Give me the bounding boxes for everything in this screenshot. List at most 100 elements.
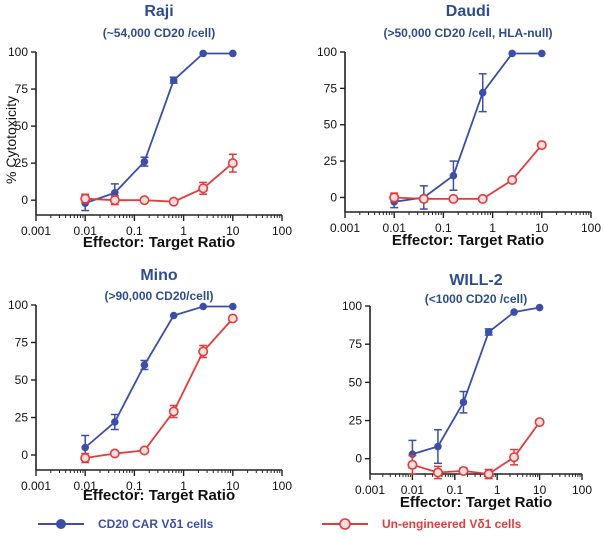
data-point-car-will2 (535, 303, 544, 312)
x-tick-label-mino: 100 (272, 479, 292, 493)
data-point-car-raji (199, 49, 207, 58)
legend-item-car: CD20 CAR Vδ1 cells (38, 517, 214, 531)
y-tick-label-will2: 50 (349, 375, 363, 389)
data-point-car-mino (81, 443, 89, 452)
y-tick-label-mino: 75 (15, 336, 29, 350)
data-point-uneng-daudi (448, 193, 459, 204)
data-point-car-will2 (459, 398, 468, 407)
data-point-uneng-will2 (407, 459, 418, 470)
chart-title-mino: Mino (140, 267, 178, 284)
y-axis-label: % Cytotoxicity (3, 96, 19, 184)
legend-car-marker (56, 519, 66, 529)
chart-subtitle-raji: (~54,000 CD20 /cell) (103, 26, 215, 40)
data-point-uneng-daudi (389, 192, 400, 203)
data-point-car-daudi (449, 171, 458, 180)
x-tick-label-will2: 10 (533, 483, 547, 497)
x-tick-label-mino: 0.01 (74, 479, 98, 493)
x-tick-label-daudi: 1 (489, 221, 496, 235)
x-tick-label-raji: 0.001 (21, 224, 51, 238)
chart-subtitle-will2: (<1000 CD20 /cell) (425, 292, 527, 306)
y-tick-label-daudi: 75 (324, 81, 338, 95)
legend-uneng-marker (339, 518, 351, 530)
chart-mino: Mino (>90,000 CD20/cell) 0 25 50 75 100 0.001 0.… (8, 267, 292, 504)
x-axis-label-raji: Effector: Target Ratio (83, 234, 235, 251)
data-point-car-will2 (434, 442, 442, 451)
data-point-uneng-raji (109, 195, 120, 206)
data-point-car-mino (169, 311, 178, 320)
data-point-car-daudi (508, 49, 516, 58)
data-point-uneng-mino (198, 346, 209, 357)
y-tick-label-mino: 50 (15, 373, 29, 387)
series-line-car-mino (84, 305, 233, 449)
series-line-uneng-mino (85, 317, 234, 459)
series-line-car-daudi (394, 52, 542, 203)
data-point-car-will2 (484, 328, 493, 336)
chart-subtitle-daudi: (>50,000 CD20 /cell, HLA-null) (383, 26, 552, 40)
data-point-uneng-daudi (418, 193, 429, 204)
data-point-car-daudi (538, 49, 546, 58)
data-point-uneng-raji (168, 196, 179, 207)
data-point-car-raji (169, 76, 178, 84)
y-tick-label-raji: 50 (15, 119, 29, 133)
data-point-uneng-daudi (536, 140, 547, 151)
chart-title-will2: WILL-2 (449, 272, 502, 289)
x-tick-label-raji: 0.01 (74, 224, 98, 238)
y-tick-label-daudi: 0 (330, 190, 337, 204)
x-tick-label-daudi: 0.001 (330, 221, 360, 235)
chart-title-raji: Raji (144, 3, 173, 20)
y-tick-label-mino: 100 (8, 298, 28, 312)
data-point-uneng-will2 (483, 468, 494, 479)
y-tick-label-daudi: 50 (324, 118, 338, 132)
y-tick-label-daudi: 100 (317, 45, 337, 59)
x-tick-label-raji: 1 (180, 224, 187, 238)
y-tick-label-will2: 25 (349, 414, 363, 428)
chart-raji: Raji (~54,000 CD20 /cell) 0 25 50 75 100 0.001 0… (8, 3, 292, 251)
data-point-car-mino (229, 302, 237, 311)
y-tick-label-raji: 100 (8, 45, 28, 59)
y-tick-label-raji: 25 (15, 156, 29, 170)
data-point-uneng-will2 (432, 467, 443, 478)
y-tick-label-daudi: 25 (324, 154, 338, 168)
chart-daudi: Daudi (>50,000 CD20 /cell, HLA-null) 0 25 50… (317, 3, 601, 249)
data-point-car-mino (199, 302, 207, 311)
y-tick-label-raji: 75 (15, 82, 29, 96)
x-tick-label-raji: 10 (226, 224, 240, 238)
data-point-uneng-daudi (507, 175, 518, 186)
data-point-uneng-raji (80, 193, 91, 204)
y-tick-label-mino: 25 (15, 411, 29, 425)
data-point-uneng-mino (227, 313, 238, 324)
x-tick-label-mino: 1 (180, 479, 187, 493)
series-line-car-will2 (412, 306, 540, 455)
y-tick-label-will2: 75 (349, 337, 363, 351)
chart-title-daudi: Daudi (446, 3, 490, 20)
x-axis-label-mino: Effector: Target Ratio (83, 487, 235, 504)
chart-subtitle-mino: (>90,000 CD20/cell) (104, 289, 213, 303)
data-point-car-daudi (478, 88, 487, 97)
x-tick-label-daudi: 100 (581, 221, 601, 235)
chart-will2: WILL-2 (<1000 CD20 /cell) 0 25 50 75 100 0.001 0… (342, 272, 592, 511)
x-tick-label-mino: 10 (226, 479, 240, 493)
data-point-car-raji (140, 157, 149, 166)
data-point-car-raji (111, 188, 119, 197)
series-line-car-raji (84, 52, 233, 204)
data-point-uneng-mino (80, 452, 91, 463)
x-tick-label-daudi: 0.1 (435, 221, 452, 235)
y-tick-label-mino: 0 (21, 448, 28, 462)
data-point-uneng-will2 (458, 465, 469, 476)
legend-car-label: CD20 CAR Vδ1 cells (98, 517, 214, 531)
data-point-car-raji (229, 49, 237, 58)
x-tick-label-will2: 1 (494, 483, 501, 497)
series-line-uneng-daudi (394, 144, 543, 200)
data-point-uneng-raji (139, 195, 150, 206)
data-point-uneng-raji (198, 183, 209, 194)
data-point-uneng-mino (109, 448, 120, 459)
data-point-car-will2 (510, 308, 518, 316)
data-point-uneng-mino (139, 445, 150, 456)
x-tick-label-will2: 0.1 (446, 483, 463, 497)
x-tick-label-raji: 100 (272, 224, 292, 238)
legend: CD20 CAR Vδ1 cells Un-engineered Vδ1 cel… (38, 517, 522, 531)
data-point-uneng-will2 (534, 417, 545, 428)
data-point-uneng-raji (227, 158, 238, 169)
x-tick-label-mino: 0.001 (21, 479, 51, 493)
